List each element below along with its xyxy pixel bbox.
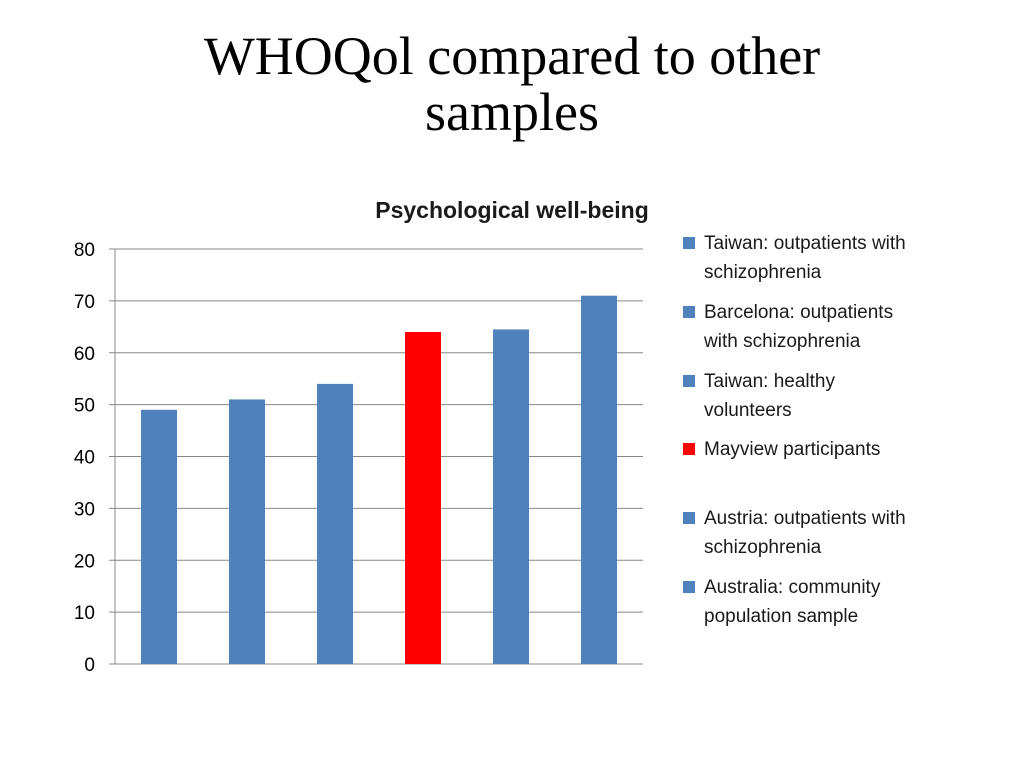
bars <box>141 295 617 664</box>
legend-label: Australia: community <box>704 577 881 598</box>
y-tick-label: 50 <box>74 396 95 417</box>
slide-title-line-1: WHOQol compared to other <box>203 26 821 86</box>
legend-label: volunteers <box>704 400 792 421</box>
legend-swatch <box>683 443 695 455</box>
legend-label: Austria: outpatients with <box>704 508 906 529</box>
y-tick-label: 80 <box>74 240 95 261</box>
legend-swatch <box>683 237 695 249</box>
axes <box>109 248 643 665</box>
y-tick-label: 70 <box>74 292 95 313</box>
bar-6 <box>581 295 617 664</box>
slide-title: WHOQol compared to other samples <box>62 28 962 140</box>
y-tick-label: 20 <box>74 551 95 572</box>
legend-label: with schizophrenia <box>703 331 861 352</box>
legend-swatch <box>683 512 695 524</box>
legend-item-1: Taiwan: outpatients with schizophrenia <box>683 233 906 283</box>
y-tick-labels: 0 10 20 30 40 50 60 70 80 <box>74 240 95 676</box>
bar-1 <box>141 409 177 664</box>
legend-swatch <box>683 375 695 387</box>
bar-4 <box>405 332 441 664</box>
legend-label: Mayview participants <box>704 439 880 460</box>
y-tick-label: 0 <box>84 655 95 676</box>
slide-title-line-2: samples <box>425 82 599 142</box>
y-tick-label: 60 <box>74 344 95 365</box>
legend-label: schizophrenia <box>704 537 822 558</box>
legend-label: Barcelona: outpatients <box>704 302 893 323</box>
y-tick-label: 10 <box>74 603 95 624</box>
gridlines <box>115 248 643 613</box>
legend-label: Taiwan: outpatients with <box>704 233 906 254</box>
y-tick-label: 30 <box>74 499 95 520</box>
bar-5 <box>493 329 529 664</box>
legend-label: schizophrenia <box>704 262 822 283</box>
legend-item-5: Austria: outpatients with schizophrenia <box>683 508 906 558</box>
legend-item-2: Barcelona: outpatients with schizophrenia <box>683 302 893 352</box>
legend: Taiwan: outpatients with schizophrenia Bar… <box>683 233 906 627</box>
bar-3 <box>317 383 353 664</box>
y-tick-label: 40 <box>74 448 95 469</box>
legend-item-4: Mayview participants <box>683 439 880 460</box>
legend-swatch <box>683 306 695 318</box>
chart-title: Psychological well-being <box>375 197 649 223</box>
bar-2 <box>229 399 265 664</box>
legend-item-6: Australia: community population sample <box>683 577 881 627</box>
legend-item-3: Taiwan: healthy volunteers <box>683 371 835 421</box>
legend-label: Taiwan: healthy <box>704 371 835 392</box>
legend-swatch <box>683 581 695 593</box>
legend-label: population sample <box>704 606 858 627</box>
